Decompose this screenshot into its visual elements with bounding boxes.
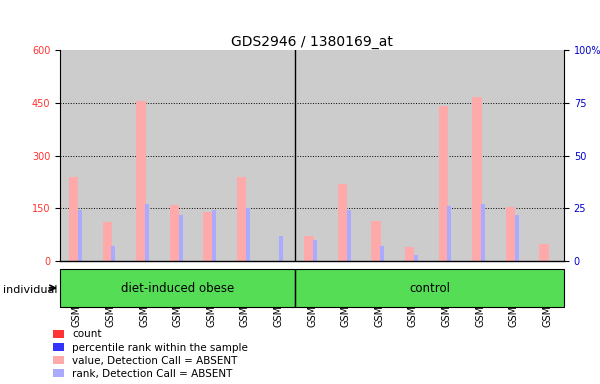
Bar	[448, 206, 451, 261]
Bar	[304, 237, 314, 261]
Bar	[179, 215, 182, 261]
Bar	[145, 204, 149, 261]
Bar	[313, 240, 317, 261]
Bar	[515, 215, 518, 261]
Bar	[203, 212, 213, 261]
Bar	[380, 247, 384, 261]
Bar	[246, 209, 250, 261]
Bar	[212, 210, 216, 261]
Bar	[136, 101, 146, 261]
Text: control: control	[409, 281, 450, 295]
Bar	[472, 98, 482, 261]
Bar	[60, 269, 295, 307]
Bar	[103, 222, 112, 261]
Bar	[112, 247, 115, 261]
Bar	[69, 177, 79, 261]
Bar	[78, 210, 82, 261]
Bar	[338, 184, 347, 261]
Text: diet-induced obese: diet-induced obese	[121, 281, 234, 295]
Bar	[347, 210, 350, 261]
Text: individual: individual	[3, 285, 58, 295]
Title: GDS2946 / 1380169_at: GDS2946 / 1380169_at	[231, 35, 393, 49]
Legend: count, percentile rank within the sample, value, Detection Call = ABSENT, rank, : count, percentile rank within the sample…	[53, 329, 248, 379]
Bar	[280, 236, 283, 261]
Bar	[481, 204, 485, 261]
Bar	[539, 243, 549, 261]
Bar	[295, 269, 564, 307]
Bar	[170, 205, 179, 261]
Bar	[506, 207, 515, 261]
Bar	[371, 221, 381, 261]
Bar	[405, 247, 415, 261]
Bar	[414, 255, 418, 261]
Bar	[237, 177, 247, 261]
Bar	[439, 106, 448, 261]
